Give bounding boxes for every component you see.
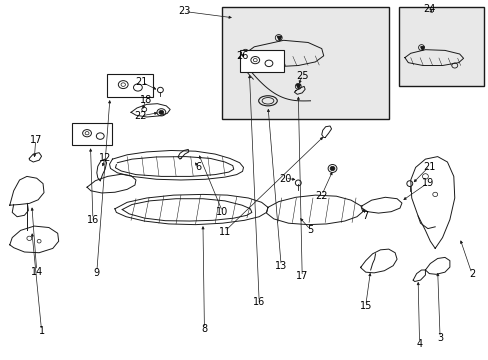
Bar [106, 74, 153, 97]
Text: 20: 20 [278, 174, 291, 184]
Text: 12: 12 [99, 153, 111, 163]
Text: 1: 1 [39, 326, 44, 336]
Text: 24: 24 [422, 4, 435, 14]
Text: 3: 3 [436, 333, 442, 343]
Text: 22: 22 [134, 111, 147, 121]
Text: 13: 13 [274, 261, 287, 271]
Text: 22: 22 [315, 191, 327, 201]
Bar [398, 7, 483, 86]
Text: 25: 25 [295, 71, 308, 81]
Text: 6: 6 [195, 162, 201, 172]
Text: 21: 21 [422, 162, 435, 172]
Text: 18: 18 [139, 95, 152, 105]
Text: 15: 15 [359, 301, 371, 311]
Text: 26: 26 [235, 51, 248, 61]
Ellipse shape [329, 166, 334, 171]
Ellipse shape [159, 111, 163, 114]
Bar [222, 7, 388, 119]
Text: 17: 17 [29, 135, 42, 145]
Text: 11: 11 [218, 227, 231, 237]
Text: 10: 10 [216, 207, 228, 217]
Text: 14: 14 [30, 267, 43, 277]
Text: 8: 8 [201, 324, 207, 334]
Text: 16: 16 [252, 297, 265, 307]
Text: 4: 4 [416, 339, 422, 349]
Text: 2: 2 [468, 269, 474, 279]
Bar [72, 123, 112, 145]
Text: 23: 23 [178, 6, 191, 16]
Text: 21: 21 [135, 77, 148, 87]
Text: 16: 16 [86, 215, 99, 225]
Text: 5: 5 [307, 225, 313, 235]
Text: 7: 7 [362, 211, 368, 221]
Bar [239, 50, 283, 72]
Text: 17: 17 [295, 271, 308, 282]
Text: 19: 19 [421, 178, 433, 188]
Text: 9: 9 [94, 268, 100, 278]
